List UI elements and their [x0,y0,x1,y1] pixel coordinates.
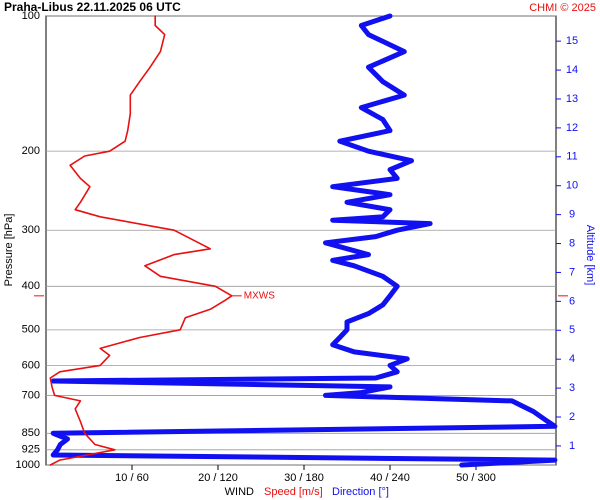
x-tick-label: 30 / 180 [284,472,324,484]
y2-tick-label: 15 [566,35,578,47]
x-tick-label: 50 / 300 [456,472,496,484]
y-axis-label: Pressure [hPa] [3,214,15,287]
y2-tick-label: 3 [569,382,575,394]
y-tick-label: 100 [22,10,40,22]
x-tick-label: 20 / 120 [198,472,238,484]
y2-tick-label: 10 [566,180,578,192]
y2-axis-label: Altitude [km] [584,225,596,286]
y-tick-label: 700 [22,389,40,401]
y2-tick-label: 5 [569,324,575,336]
y2-tick-label: 4 [569,353,575,365]
y-tick-label: 300 [22,224,40,236]
y2-tick-label: 11 [566,151,577,163]
direction-label: Direction [°] [332,486,389,498]
y2-tick-label: 7 [569,266,575,278]
chart-title: Praha-Libus 22.11.2025 06 UTC [4,0,181,14]
y-tick-label: 400 [22,280,40,292]
x-tick-label: 40 / 240 [370,472,410,484]
speed-line [49,15,233,466]
y-tick-label: 1000 [16,459,40,471]
y-tick-label: 850 [22,427,40,439]
y2-tick-label: 8 [569,237,575,249]
y2-tick-label: 12 [566,122,578,134]
credit: CHMI © 2025 [529,2,596,14]
y2-tick-label: 6 [569,295,575,307]
y2-tick-label: 13 [566,93,578,105]
x-axis-label: WIND [225,486,254,498]
y2-tick-label: 14 [566,64,578,76]
y-tick-label: 200 [22,145,40,157]
y2-tick-label: 2 [569,411,575,423]
mxws-label: MXWS [244,290,275,301]
y2-tick-label: 9 [569,209,575,221]
x-tick-label: 10 / 60 [115,472,149,484]
y-tick-label: 500 [22,324,40,336]
y-tick-label: 925 [22,444,40,456]
y2-tick-label: 1 [569,440,575,452]
speed-label: Speed [m/s] [264,486,323,498]
y-tick-label: 600 [22,359,40,371]
direction-line [50,13,558,468]
